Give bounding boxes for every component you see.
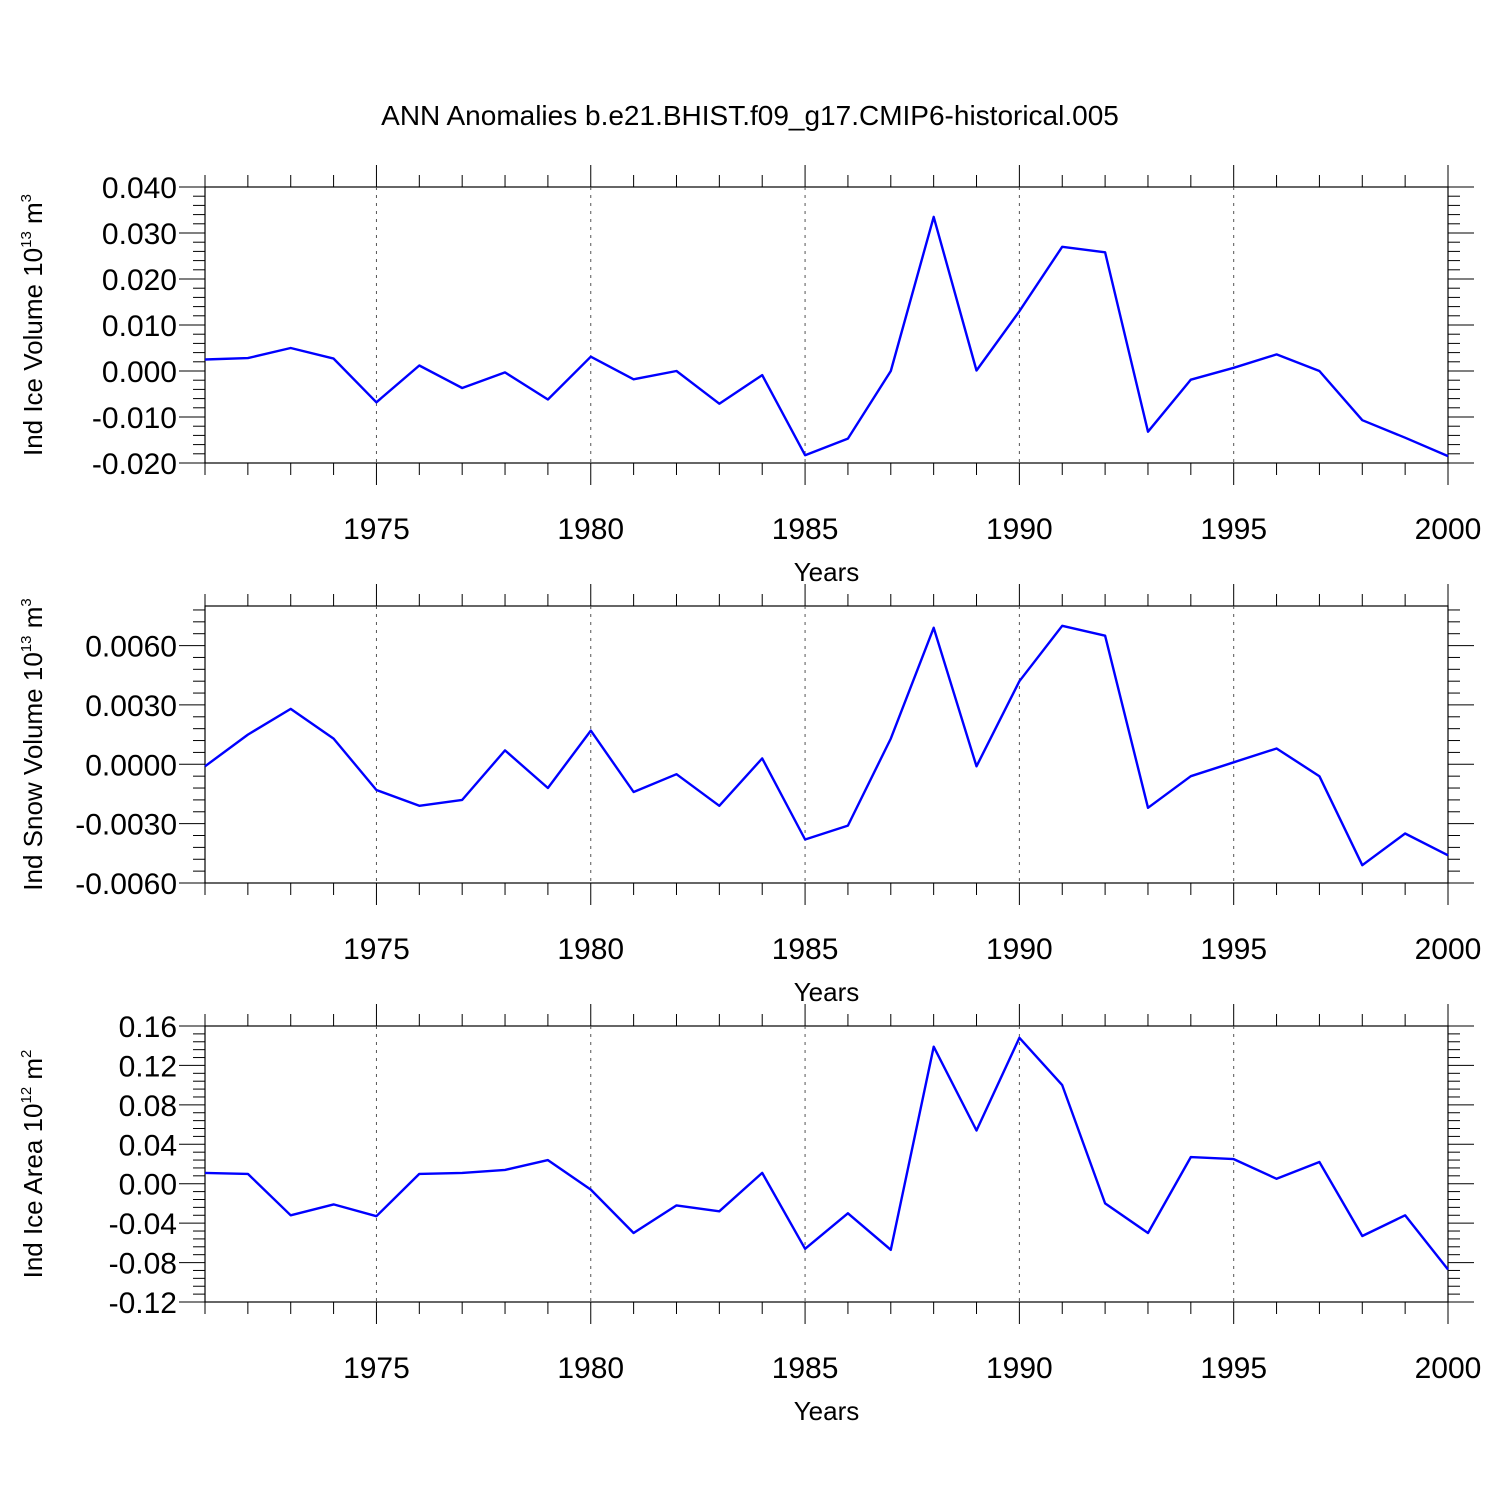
x-tick-label: 1975 <box>343 933 410 966</box>
y-axis-label: Ind Ice Volume 1013 m3 <box>18 194 48 456</box>
y-tick-label: 0.08 <box>119 1090 177 1123</box>
x-tick-label: 1990 <box>986 513 1053 546</box>
x-axis-label: Years <box>794 1396 860 1426</box>
y-tick-label: -0.0030 <box>75 809 177 842</box>
x-tick-label: 2000 <box>1415 933 1482 966</box>
y-axis-label-exponent: 13 <box>18 231 35 248</box>
y-tick-label: 0.0030 <box>85 690 177 723</box>
x-tick-label: 1990 <box>986 1352 1053 1385</box>
x-tick-label: 1995 <box>1200 1352 1267 1385</box>
y-tick-label: 0.0060 <box>85 631 177 664</box>
y-axis-label-unit: m <box>18 607 48 636</box>
x-tick-label: 1990 <box>986 933 1053 966</box>
x-tick-label: 1995 <box>1200 933 1267 966</box>
x-tick-label: 1995 <box>1200 513 1267 546</box>
y-axis-label-main: Ind Ice Area 10 <box>18 1104 48 1279</box>
figure-title: ANN Anomalies b.e21.BHIST.f09_g17.CMIP6-… <box>381 100 1119 131</box>
series-line <box>204 215 1449 458</box>
y-axis-label-unit-exponent: 3 <box>18 598 35 606</box>
plot-frame <box>204 605 1449 884</box>
x-axis-label: Years <box>794 977 860 1007</box>
x-tick-label: 1980 <box>557 1352 624 1385</box>
plot-frame <box>204 1025 1449 1303</box>
x-tick-label: 1975 <box>343 513 410 546</box>
x-tick-label: 2000 <box>1415 1352 1482 1385</box>
panels-container: -0.020 -0.010 0.000 0.010 0.020 0.030 0.040 197… <box>18 165 1481 1426</box>
x-tick-label: 1985 <box>772 1352 839 1385</box>
x-tick-label: 2000 <box>1415 513 1482 546</box>
y-tick-label: 0.010 <box>102 310 177 343</box>
y-axis-label-exponent: 13 <box>18 636 35 653</box>
y-axis-label-exponent: 12 <box>18 1087 35 1104</box>
x-tick-label: 1975 <box>343 1352 410 1385</box>
y-axis-label: Ind Snow Volume 1013 m3 <box>18 598 48 890</box>
y-tick-label: -0.010 <box>92 402 177 435</box>
y-tick-label: 0.00 <box>119 1169 177 1202</box>
panel-2: -0.0060 -0.0030 0.0000 0.0030 0.0060 1975 1980… <box>18 584 1481 1007</box>
y-tick-label: -0.08 <box>109 1248 177 1281</box>
y-axis-label-main: Ind Ice Volume 10 <box>18 248 48 456</box>
panel-1: -0.020 -0.010 0.000 0.010 0.020 0.030 0.040 197… <box>18 165 1481 587</box>
y-tick-label: 0.16 <box>119 1011 177 1044</box>
x-tick-label: 1985 <box>772 513 839 546</box>
y-axis-label: Ind Ice Area 1012 m2 <box>18 1050 48 1279</box>
y-tick-label: 0.030 <box>102 218 177 251</box>
y-tick-label: 0.020 <box>102 264 177 297</box>
y-tick-label: 0.0000 <box>85 749 177 782</box>
y-axis-label-unit-exponent: 2 <box>18 1050 35 1058</box>
y-tick-label: -0.04 <box>109 1208 177 1241</box>
y-tick-label: 0.040 <box>102 172 177 205</box>
y-tick-label: -0.0060 <box>75 868 177 901</box>
series-line <box>204 624 1449 867</box>
y-tick-label: -0.12 <box>109 1287 177 1320</box>
y-axis-label-unit-exponent: 3 <box>18 194 35 202</box>
y-axis-label-main: Ind Snow Volume 10 <box>18 652 48 891</box>
x-axis-label: Years <box>794 557 860 587</box>
y-axis-label-unit: m <box>18 1058 48 1087</box>
y-tick-label: 0.000 <box>102 356 177 389</box>
y-tick-label: -0.020 <box>92 448 177 481</box>
x-tick-label: 1980 <box>557 933 624 966</box>
x-tick-label: 1985 <box>772 933 839 966</box>
series-line <box>204 1036 1449 1271</box>
y-axis-label-unit: m <box>18 202 48 231</box>
y-tick-label: 0.04 <box>119 1129 177 1162</box>
x-tick-label: 1980 <box>557 513 624 546</box>
panel-3: -0.12 -0.08 -0.04 0.00 0.04 0.08 0.12 0.16 1975 1… <box>18 1004 1481 1426</box>
y-tick-label: 0.12 <box>119 1050 177 1083</box>
